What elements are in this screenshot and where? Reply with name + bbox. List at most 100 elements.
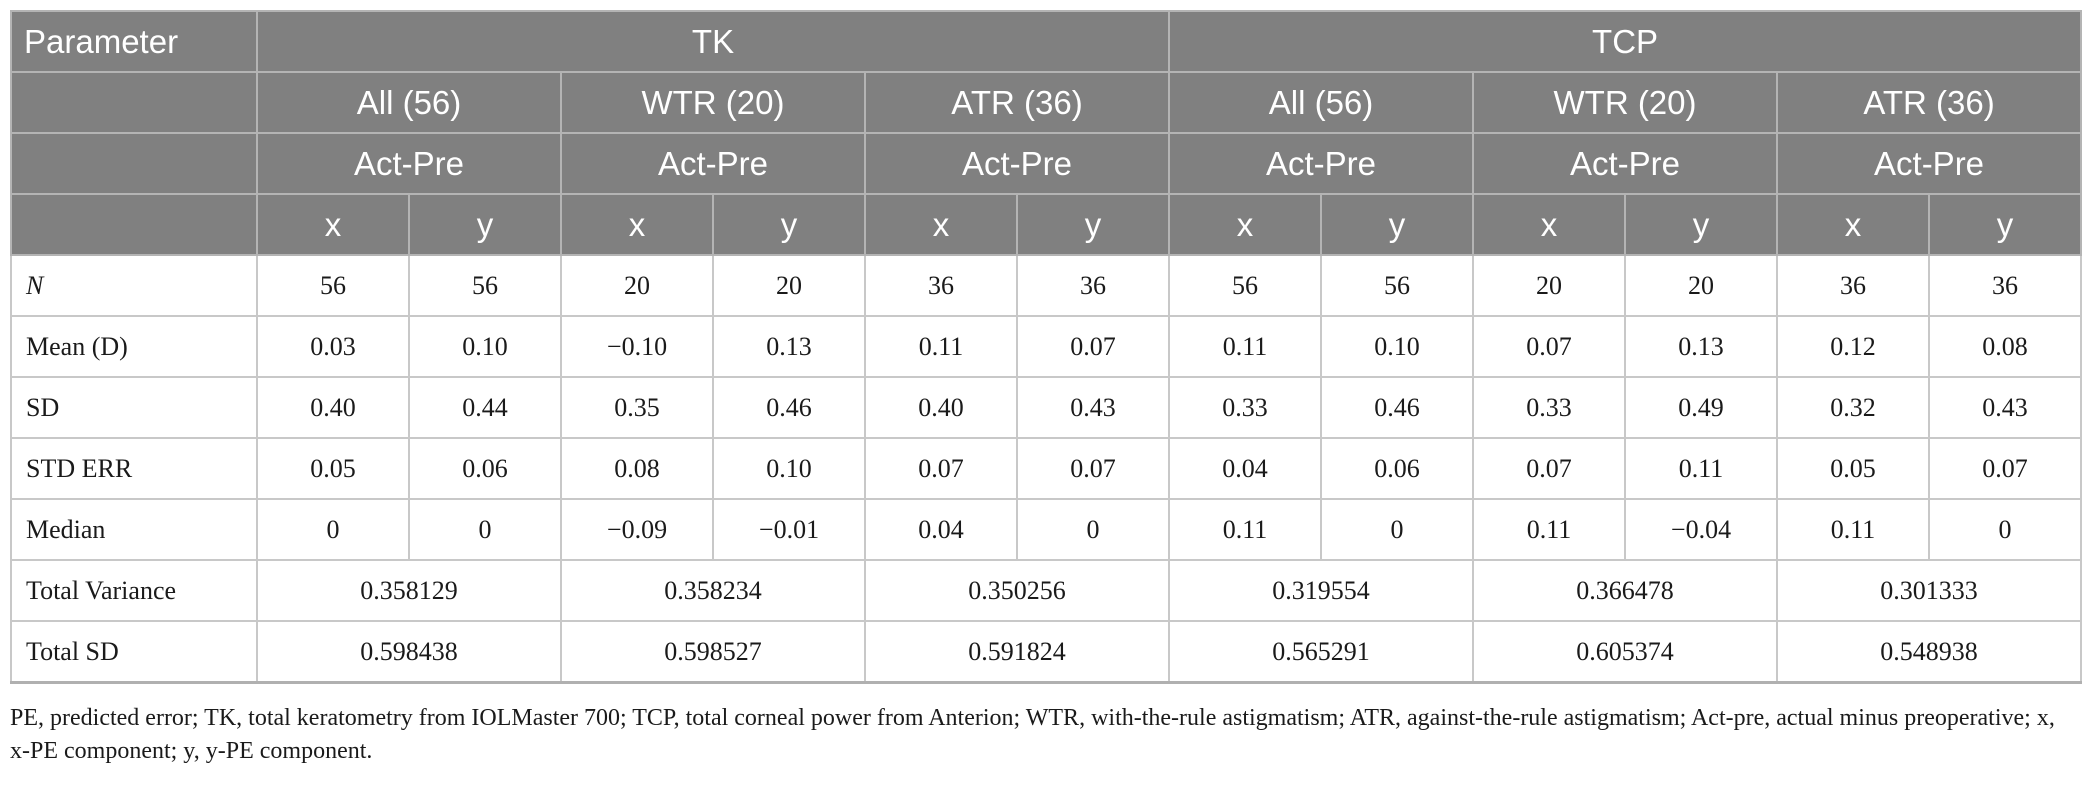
subgroup-header: All (56) bbox=[256, 71, 562, 134]
table-cell: 0.11 bbox=[1168, 315, 1323, 378]
table-cell: 0.12 bbox=[1776, 315, 1931, 378]
table-cell: 0.07 bbox=[864, 437, 1018, 500]
table-cell: 0.605374 bbox=[1472, 620, 1779, 684]
table-cell: 56 bbox=[1320, 254, 1475, 317]
table-cell: 0.301333 bbox=[1776, 559, 2083, 622]
row-label: Total Variance bbox=[10, 559, 258, 622]
row-label: SD bbox=[10, 376, 258, 439]
comparison-header: Act-Pre bbox=[1472, 132, 1779, 195]
table-row: Median 0 0 −0.09 −0.01 0.04 0 0.11 0 0.11 −0.04 0.1… bbox=[10, 498, 2083, 561]
table-cell: 0.11 bbox=[1168, 498, 1323, 561]
component-header: y bbox=[408, 193, 562, 256]
table-cell: −0.01 bbox=[712, 498, 866, 561]
table-row: STD ERR 0.05 0.06 0.08 0.10 0.07 0.07 0.04 0.06 0… bbox=[10, 437, 2083, 500]
table-cell: −0.10 bbox=[560, 315, 714, 378]
table-body: N 56 56 20 20 36 36 56 56 20 20 36 36 Mean (D) 0.03 0.1… bbox=[10, 254, 2083, 684]
header-empty-cell bbox=[10, 71, 258, 134]
table-cell: 0.358234 bbox=[560, 559, 866, 622]
table-cell: 0.598527 bbox=[560, 620, 866, 684]
table-cell: 0.11 bbox=[1776, 498, 1931, 561]
table-cell: 0.33 bbox=[1168, 376, 1323, 439]
table-cell: 0.366478 bbox=[1472, 559, 1779, 622]
table-cell: 0.11 bbox=[864, 315, 1018, 378]
table-cell: 0.43 bbox=[1928, 376, 2083, 439]
table-cell: 0.10 bbox=[712, 437, 866, 500]
header-empty-cell bbox=[10, 193, 258, 256]
comparison-header: Act-Pre bbox=[1776, 132, 2083, 195]
table-cell: 0.44 bbox=[408, 376, 562, 439]
table-cell: 36 bbox=[1928, 254, 2083, 317]
table-cell: 36 bbox=[864, 254, 1018, 317]
table-cell: 0.350256 bbox=[863, 559, 1171, 622]
table-cell: 36 bbox=[1015, 254, 1171, 317]
table-cell: 0.07 bbox=[1928, 437, 2083, 500]
table-cell: 0 bbox=[256, 498, 410, 561]
component-header: y bbox=[712, 193, 866, 256]
component-header: x bbox=[1168, 193, 1323, 256]
pe-table: Parameter TK TCP All (56) WTR (20) ATR (… bbox=[10, 10, 2083, 684]
subgroup-header: ATR (36) bbox=[1776, 71, 2083, 134]
table-cell: 0.319554 bbox=[1168, 559, 1475, 622]
table-row: Total Variance 0.358129 0.358234 0.350256 0.… bbox=[10, 559, 2083, 622]
table-container: Parameter TK TCP All (56) WTR (20) ATR (… bbox=[10, 10, 2083, 768]
header-empty-cell bbox=[10, 132, 258, 195]
table-cell: 0.598438 bbox=[256, 620, 562, 684]
component-header: y bbox=[1015, 193, 1171, 256]
table-cell: 0.04 bbox=[864, 498, 1018, 561]
component-header: x bbox=[1472, 193, 1627, 256]
table-cell: 0.08 bbox=[560, 437, 714, 500]
table-cell: 0 bbox=[1928, 498, 2083, 561]
table-cell: 20 bbox=[712, 254, 866, 317]
table-cell: 0.40 bbox=[864, 376, 1018, 439]
comparison-header: Act-Pre bbox=[256, 132, 562, 195]
table-cell: 0.46 bbox=[1320, 376, 1475, 439]
table-cell: 0.07 bbox=[1015, 315, 1171, 378]
table-cell: 0.43 bbox=[1015, 376, 1171, 439]
table-cell: 0.06 bbox=[408, 437, 562, 500]
header-row-comparison: Act-Pre Act-Pre Act-Pre Act-Pre Act-Pre … bbox=[10, 132, 2083, 195]
table-row: N 56 56 20 20 36 36 56 56 20 20 36 36 bbox=[10, 254, 2083, 317]
row-label: Mean (D) bbox=[10, 315, 258, 378]
table-row: Mean (D) 0.03 0.10 −0.10 0.13 0.11 0.07 0.11 0.1… bbox=[10, 315, 2083, 378]
table-cell: 0.05 bbox=[1776, 437, 1931, 500]
table-cell: 36 bbox=[1776, 254, 1931, 317]
table-header: Parameter TK TCP All (56) WTR (20) ATR (… bbox=[10, 10, 2083, 256]
table-cell: 0.07 bbox=[1015, 437, 1171, 500]
component-header: y bbox=[1928, 193, 2083, 256]
table-cell: −0.09 bbox=[560, 498, 714, 561]
table-cell: 56 bbox=[408, 254, 562, 317]
row-label: Total SD bbox=[10, 620, 258, 684]
table-footnote: PE, predicted error; TK, total keratomet… bbox=[10, 705, 2055, 764]
table-cell: 0 bbox=[1320, 498, 1475, 561]
table-cell: 0.40 bbox=[256, 376, 410, 439]
comparison-header: Act-Pre bbox=[560, 132, 866, 195]
parameter-header: Parameter bbox=[10, 10, 258, 73]
table-cell: 0.13 bbox=[1624, 315, 1779, 378]
component-header: x bbox=[560, 193, 714, 256]
table-cell: 0 bbox=[1015, 498, 1171, 561]
row-label: Median bbox=[10, 498, 258, 561]
component-header: y bbox=[1624, 193, 1779, 256]
table-cell: 0.11 bbox=[1472, 498, 1627, 561]
table-cell: 20 bbox=[1472, 254, 1627, 317]
table-cell: 20 bbox=[1624, 254, 1779, 317]
table-cell: −0.04 bbox=[1624, 498, 1779, 561]
table-cell: 0.10 bbox=[408, 315, 562, 378]
table-cell: 0.565291 bbox=[1168, 620, 1475, 684]
component-header: x bbox=[1776, 193, 1931, 256]
table-cell: 0.08 bbox=[1928, 315, 2083, 378]
table-cell: 0.33 bbox=[1472, 376, 1627, 439]
table-cell: 0.548938 bbox=[1776, 620, 2083, 684]
table-cell: 0.358129 bbox=[256, 559, 562, 622]
table-cell: 0.05 bbox=[256, 437, 410, 500]
table-cell: 0.35 bbox=[560, 376, 714, 439]
table-cell: 0.11 bbox=[1624, 437, 1779, 500]
table-cell: 0.49 bbox=[1624, 376, 1779, 439]
subgroup-header: WTR (20) bbox=[1472, 71, 1779, 134]
table-cell: 0.10 bbox=[1320, 315, 1475, 378]
table-row: Total SD 0.598438 0.598527 0.591824 0.565291… bbox=[10, 620, 2083, 684]
table-cell: 0.13 bbox=[712, 315, 866, 378]
group-header-tcp: TCP bbox=[1168, 10, 2083, 73]
table-cell: 0.06 bbox=[1320, 437, 1475, 500]
comparison-header: Act-Pre bbox=[1168, 132, 1475, 195]
